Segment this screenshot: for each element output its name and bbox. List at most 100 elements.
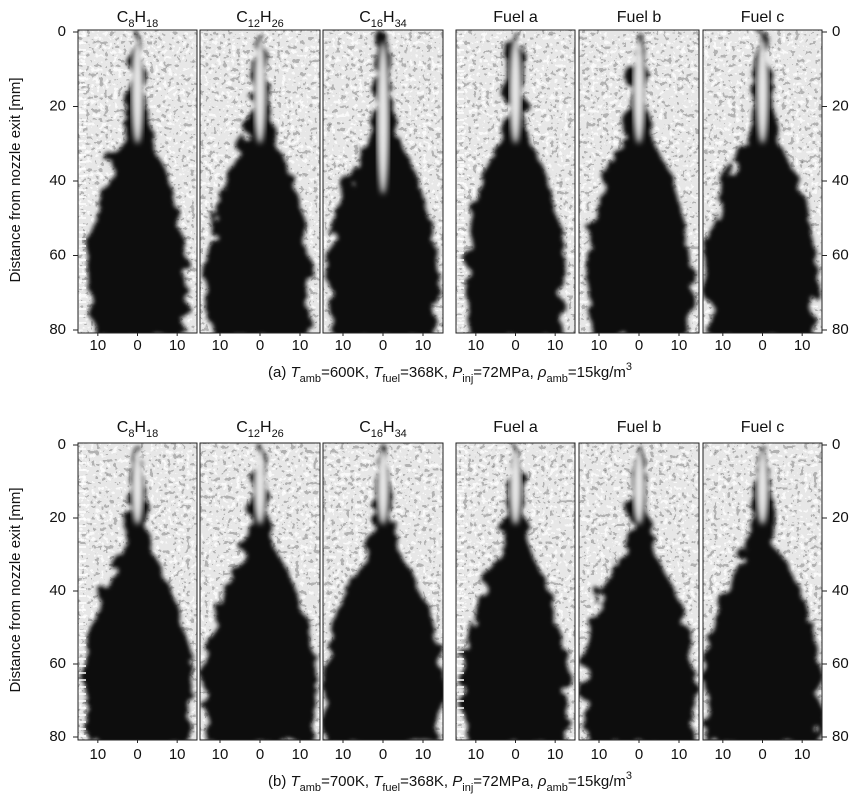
y-axis-label: Distance from nozzle exit [mm] (7, 77, 24, 282)
x-tick-label: 0 (511, 746, 519, 763)
liquid-core (377, 41, 389, 195)
text-run: Fuel b (617, 419, 662, 436)
y-tick-label: 60 (832, 655, 849, 672)
text-run: P (452, 364, 462, 381)
spray-image (199, 29, 321, 334)
image-content (703, 30, 822, 333)
text-run: =600K, (321, 364, 373, 381)
x-tick-label: 10 (169, 746, 186, 763)
column-title: Fuel a (493, 419, 538, 436)
image-content (323, 443, 443, 740)
y-tick-label: 0 (832, 436, 840, 453)
text-run: 26 (272, 18, 284, 30)
text-run: Fuel b (617, 9, 662, 26)
spray-image (322, 442, 444, 741)
x-tick-label: 10 (591, 337, 608, 354)
text-run: T (290, 364, 301, 381)
text-run: =368K, (400, 364, 452, 381)
spray (207, 32, 313, 333)
x-tick-label: 10 (671, 746, 688, 763)
text-run: fuel (382, 782, 400, 794)
spray (706, 32, 819, 333)
x-tick-label: 0 (256, 337, 264, 354)
spray-image (702, 29, 823, 334)
text-run: (b) (268, 773, 291, 790)
text-run: C (236, 9, 248, 26)
y-tick-label: 0 (832, 23, 840, 40)
column-title: C16H34 (359, 419, 407, 440)
x-tick-label: 10 (415, 337, 432, 354)
image-content (323, 30, 443, 333)
liquid-core (509, 38, 522, 144)
y-tick-label: 20 (49, 509, 66, 526)
text-run: Fuel a (493, 419, 538, 436)
spray-image (455, 442, 576, 741)
liquid-core (633, 449, 645, 525)
spray (703, 445, 822, 740)
caption: (b) Tamb=700K, Tfuel=368K, Pinj=72MPa, ρ… (268, 770, 632, 794)
text-run: (a) (268, 364, 291, 381)
x-tick-label: 10 (671, 337, 688, 354)
spray-image (322, 29, 444, 334)
liquid-core (756, 449, 769, 525)
x-tick-label: 10 (794, 746, 811, 763)
x-tick-label: 10 (467, 746, 484, 763)
liquid-core (509, 449, 522, 525)
y-tick-label: 60 (832, 246, 849, 263)
y-tick-label: 40 (49, 172, 66, 189)
column-title: C12H26 (236, 419, 284, 440)
spray (461, 445, 570, 740)
image-content (456, 443, 575, 740)
text-run: H (134, 419, 146, 436)
y-tick-label: 80 (49, 728, 66, 745)
x-tick-label: 10 (547, 337, 564, 354)
column-title: Fuel b (617, 9, 662, 26)
text-run: Fuel c (741, 9, 785, 26)
y-tick-label: 20 (832, 509, 849, 526)
text-run: 34 (395, 18, 407, 30)
y-tick-label: 60 (49, 246, 66, 263)
x-tick-label: 10 (292, 337, 309, 354)
text-run: H (260, 9, 272, 26)
liquid-core (131, 449, 144, 525)
text-run: inj (462, 373, 473, 385)
x-tick-label: 0 (379, 746, 387, 763)
liquid-core (131, 38, 144, 144)
image-content (579, 443, 699, 740)
image-content (78, 443, 197, 740)
text-run: H (260, 419, 272, 436)
y-axis-label: Distance from nozzle exit [mm] (7, 487, 24, 692)
spray (323, 445, 443, 740)
image-content (579, 30, 699, 333)
y-tick-label: 40 (832, 582, 849, 599)
spray (582, 445, 696, 740)
column-title: C12H26 (236, 9, 284, 30)
spray (87, 32, 188, 333)
text-run: 12 (248, 428, 260, 440)
x-tick-label: 0 (133, 746, 141, 763)
text-run: T (373, 364, 384, 381)
image-content (200, 443, 320, 740)
x-tick-label: 10 (591, 746, 608, 763)
y-tick-label: 20 (49, 97, 66, 114)
text-run: H (134, 9, 146, 26)
x-tick-label: 10 (212, 337, 229, 354)
column-title: Fuel b (617, 419, 662, 436)
spray-image (199, 442, 321, 741)
text-run: C (236, 419, 248, 436)
text-run: C (117, 9, 129, 26)
image-content (703, 443, 822, 740)
text-run: T (290, 773, 301, 790)
text-run: 34 (395, 428, 407, 440)
column-title: Fuel a (493, 9, 538, 26)
x-tick-label: 10 (89, 337, 106, 354)
y-tick-label: 20 (832, 97, 849, 114)
column-title: C8H18 (117, 419, 159, 440)
text-run: H (383, 419, 395, 436)
text-run: 8 (128, 428, 134, 440)
x-tick-label: 0 (758, 337, 766, 354)
text-run: 12 (248, 18, 260, 30)
text-run: 3 (626, 770, 632, 782)
text-run: H (383, 9, 395, 26)
